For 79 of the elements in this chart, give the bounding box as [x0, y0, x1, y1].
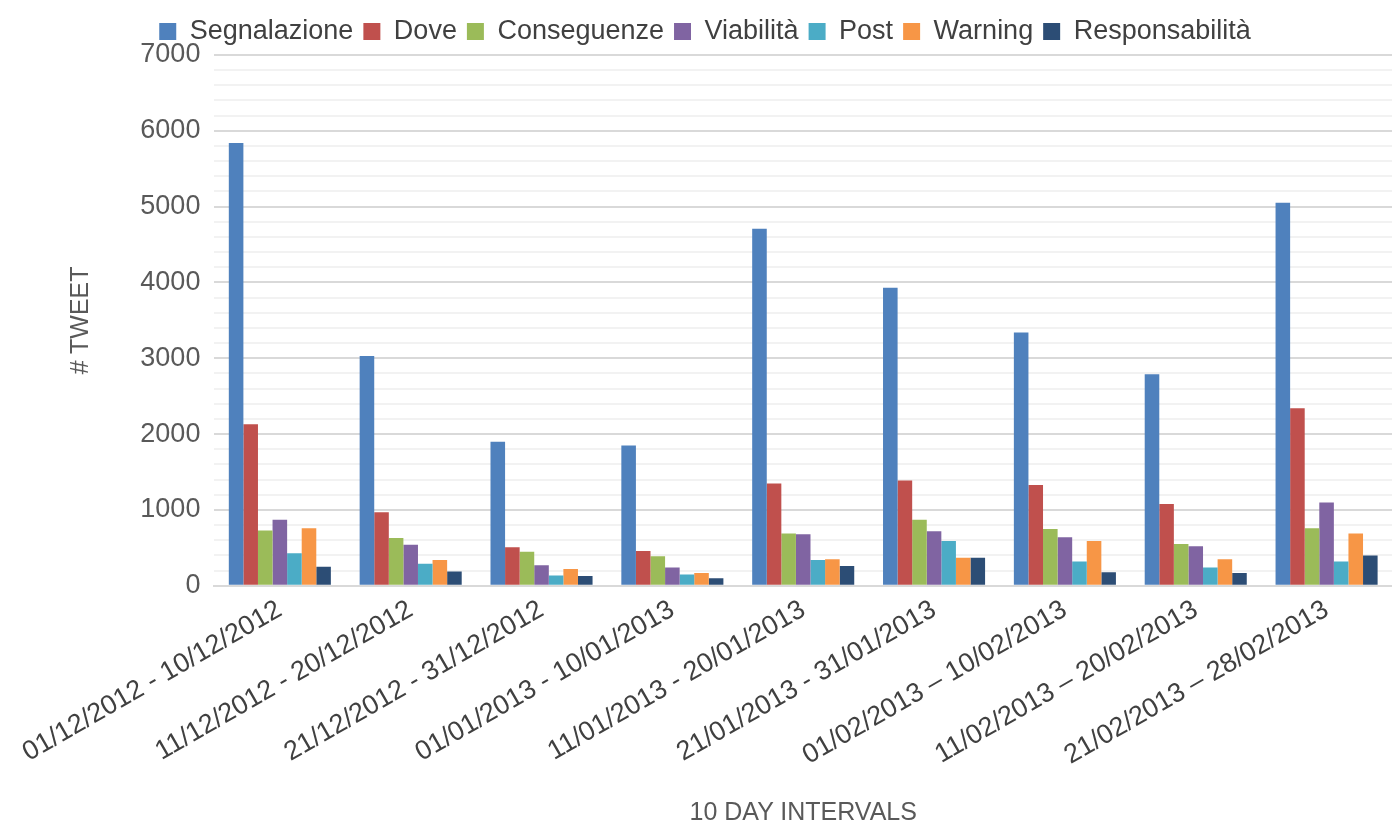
- bar: [1028, 484, 1044, 585]
- bar: [316, 566, 331, 585]
- bar: [883, 287, 898, 585]
- bar: [679, 574, 695, 585]
- bar: [417, 563, 433, 585]
- bar: [388, 538, 404, 585]
- bar: [374, 512, 389, 585]
- bar: [955, 557, 971, 585]
- legend-label: Post: [839, 14, 894, 45]
- bar: [257, 530, 273, 585]
- bar: [1203, 567, 1218, 585]
- bar: [1101, 572, 1116, 585]
- bar: [403, 544, 418, 585]
- bar: [301, 528, 317, 585]
- bar: [1173, 544, 1189, 585]
- bar: [1348, 533, 1364, 585]
- y-tick-label: 7000: [140, 38, 201, 69]
- y-tick-label: 4000: [140, 265, 201, 296]
- bar: [1304, 528, 1320, 585]
- bar: [621, 445, 636, 585]
- y-axis-title: # TWEET: [65, 266, 94, 375]
- bar: [839, 566, 855, 585]
- bar: [228, 142, 244, 585]
- legend-label: Warning: [933, 14, 1034, 45]
- bar: [912, 519, 927, 585]
- bar: [781, 533, 796, 585]
- bar: [519, 551, 535, 585]
- bar: [1319, 502, 1334, 585]
- bar: [1232, 572, 1247, 585]
- y-tick-label: 6000: [140, 114, 201, 145]
- bar: [534, 565, 549, 585]
- bar: [447, 571, 462, 585]
- bar: [1275, 202, 1291, 585]
- bar: [1043, 528, 1058, 585]
- bar: [766, 483, 782, 585]
- bar: [825, 559, 840, 585]
- bar: [1188, 546, 1204, 585]
- bar: [752, 228, 767, 585]
- bar: [577, 575, 593, 585]
- bar: [810, 560, 826, 585]
- bar: [490, 441, 506, 585]
- bar: [1217, 559, 1233, 585]
- y-tick-label: 1000: [140, 493, 201, 524]
- bar: [1159, 503, 1174, 585]
- bar: [505, 547, 520, 585]
- bar: [548, 575, 564, 585]
- bar: [1144, 374, 1160, 585]
- y-tick-label: 0: [185, 569, 201, 600]
- bar: [243, 424, 258, 585]
- bar: [1363, 555, 1378, 585]
- legend-label: Conseguenze: [497, 14, 665, 45]
- bar: [941, 541, 956, 585]
- bar: [272, 519, 288, 585]
- bar: [287, 553, 302, 585]
- y-tick-label: 5000: [140, 190, 201, 221]
- bar: [1290, 408, 1305, 585]
- bar: [359, 356, 375, 585]
- bar: [1057, 537, 1073, 585]
- bar: [926, 531, 942, 585]
- bar: [1086, 541, 1102, 585]
- bar: [1013, 332, 1029, 585]
- bar: [970, 557, 986, 585]
- y-tick-label: 3000: [140, 341, 201, 372]
- legend-label: Dove: [393, 14, 457, 45]
- bar: [694, 572, 709, 585]
- bar: [795, 534, 811, 585]
- bar: [665, 567, 680, 585]
- bar: [1072, 561, 1087, 585]
- x-axis-title: 10 DAY INTERVALS: [689, 796, 917, 825]
- bar: [432, 560, 448, 585]
- y-tick-label: 2000: [140, 417, 201, 448]
- legend-label: Responsabilità: [1073, 14, 1252, 45]
- bar: [635, 550, 651, 585]
- bar: [1333, 561, 1349, 585]
- bar: [708, 578, 724, 585]
- bar: [563, 569, 578, 585]
- legend-label: Viabilità: [704, 14, 800, 45]
- bar: [650, 556, 666, 585]
- bar: [897, 480, 913, 585]
